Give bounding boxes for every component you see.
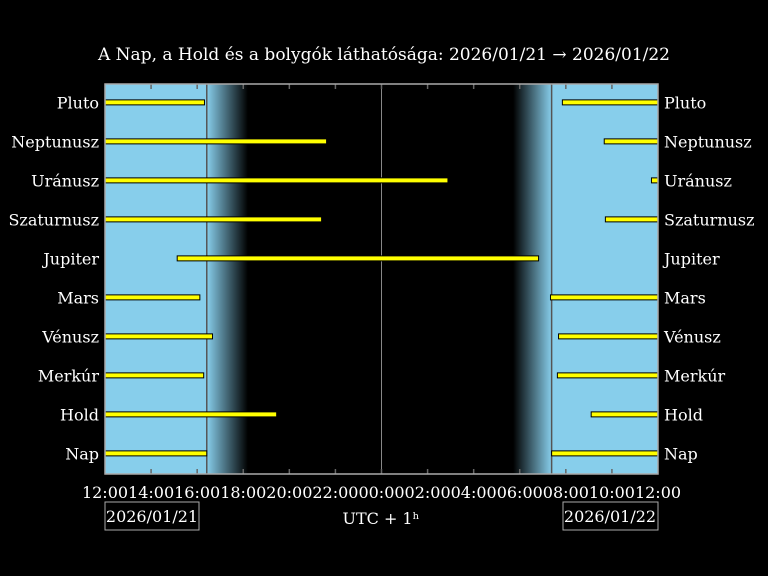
x-tick-label: 02:00: [405, 483, 451, 502]
body-label-right: Jupiter: [662, 249, 720, 268]
start-date-box: [104, 501, 200, 531]
end-date-label: 2026/01/22: [564, 507, 656, 526]
visibility-bar-merkúr: [556, 372, 659, 379]
end-date-box: [562, 501, 659, 531]
dusk-twilight: [206, 84, 248, 474]
day-region-end: [551, 84, 658, 474]
body-label-left: Merkúr: [38, 366, 100, 385]
visibility-bar-merkúr: [104, 372, 205, 379]
x-axis-label: UTC + 1ʰ: [342, 509, 419, 528]
body-label-left: Hold: [60, 405, 99, 424]
x-tick-label: 20:00: [266, 483, 312, 502]
x-tick-label: 22:00: [312, 483, 358, 502]
visibility-bar-szaturnusz: [604, 216, 659, 223]
visibility-bar-vénusz: [104, 333, 214, 340]
body-label-left: Pluto: [57, 93, 99, 112]
plot-frame: [104, 83, 659, 475]
body-label-left: Uránusz: [31, 171, 99, 190]
start-date-label: 2026/01/21: [106, 507, 198, 526]
x-tick-label: 16:00: [174, 483, 220, 502]
body-label-right: Vénusz: [663, 327, 721, 346]
x-tick-label: 04:00: [451, 483, 497, 502]
body-labels: Pluto Pluto Neptunusz Neptunusz Uránusz Uránu…: [8, 93, 754, 463]
body-label-left: Mars: [57, 288, 99, 307]
body-label-right: Merkúr: [664, 366, 726, 385]
x-tick-label: 08:00: [543, 483, 589, 502]
body-label-left: Nap: [65, 444, 99, 463]
visibility-bar-neptunusz: [104, 138, 328, 145]
body-label-right: Szaturnusz: [664, 210, 755, 229]
visibility-bar-hold: [104, 411, 278, 418]
visibility-bar-nap: [104, 450, 208, 457]
body-label-left: Neptunusz: [11, 132, 99, 151]
visibility-bar-pluto: [561, 99, 659, 106]
x-tick-label: 14:00: [128, 483, 174, 502]
x-tick-label: 10:00: [589, 483, 635, 502]
x-tick-label: 12:00: [82, 483, 128, 502]
body-label-left: Vénusz: [41, 327, 99, 346]
body-label-right: Hold: [664, 405, 703, 424]
day-region-start: [105, 84, 207, 474]
visibility-bar-pluto: [104, 99, 205, 106]
dawn-twilight: [513, 84, 552, 474]
visibility-bar-hold: [590, 411, 659, 418]
body-label-left: Jupiter: [41, 249, 99, 268]
visibility-bar-vénusz: [558, 333, 659, 340]
x-tick-label: 06:00: [497, 483, 543, 502]
body-label-right: Uránusz: [664, 171, 732, 190]
visibility-bar-nap: [551, 450, 659, 457]
visibility-bar-szaturnusz: [104, 216, 323, 223]
body-label-right: Pluto: [664, 93, 706, 112]
body-label-right: Neptunusz: [664, 132, 752, 151]
chart-title: A Nap, a Hold és a bolygók láthatósága: …: [97, 45, 670, 65]
visibility-bar-uránusz: [104, 177, 449, 184]
grid-lines: [206, 84, 553, 474]
visibility-bar-uránusz: [650, 177, 659, 184]
body-label-right: Nap: [664, 444, 698, 463]
visibility-bar-mars: [104, 294, 201, 301]
visibility-bar-mars: [549, 294, 659, 301]
x-tick-label: 18:00: [220, 483, 266, 502]
body-label-left: Szaturnusz: [8, 210, 99, 229]
x-tick-label: 12:00: [635, 483, 681, 502]
visibility-bar-jupiter: [176, 255, 540, 262]
x-ticks: 12:00 14:00 16:00 18:00 20:00 22:00 00:00 02:00…: [82, 84, 681, 502]
visibility-bar-neptunusz: [603, 138, 659, 145]
x-tick-label: 00:00: [358, 483, 404, 502]
body-label-right: Mars: [664, 288, 706, 307]
